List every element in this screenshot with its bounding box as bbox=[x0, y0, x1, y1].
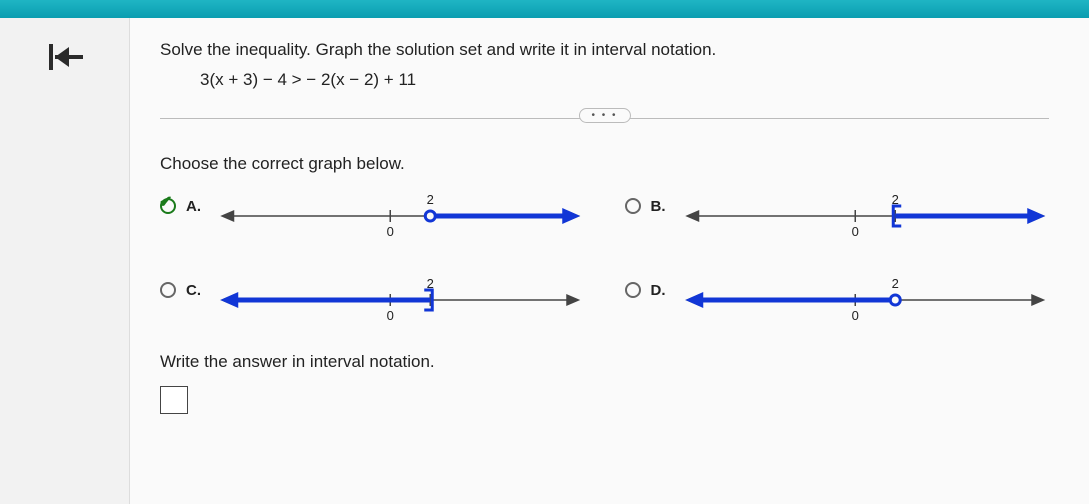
interval-answer-input[interactable] bbox=[160, 386, 188, 414]
divider-row: • • • bbox=[160, 108, 1049, 132]
option-d: D. 0 2 bbox=[625, 276, 1050, 324]
tick-2: 2 bbox=[427, 192, 434, 207]
option-d-label: D. bbox=[651, 282, 671, 299]
choose-graph-label: Choose the correct graph below. bbox=[160, 154, 1049, 174]
interval-notation-prompt: Write the answer in interval notation. bbox=[160, 352, 1049, 372]
main-area: Solve the inequality. Graph the solution… bbox=[0, 18, 1089, 504]
option-a: A. 0 2 bbox=[160, 192, 585, 240]
radio-c[interactable] bbox=[160, 282, 176, 298]
inequality-expression: 3(x + 3) − 4 > − 2(x − 2) + 11 bbox=[200, 70, 1049, 90]
expand-dots-button[interactable]: • • • bbox=[578, 108, 630, 123]
top-accent-bar bbox=[0, 0, 1089, 18]
option-b: B. 0 2 bbox=[625, 192, 1050, 240]
option-c-label: C. bbox=[186, 282, 206, 299]
radio-a[interactable] bbox=[160, 198, 176, 214]
option-a-label: A. bbox=[186, 198, 206, 215]
options-grid: A. 0 2 bbox=[160, 192, 1049, 324]
back-icon[interactable] bbox=[45, 40, 85, 80]
tick-0: 0 bbox=[851, 224, 858, 239]
numberline-a: 0 2 bbox=[216, 192, 585, 240]
tick-0: 0 bbox=[387, 224, 394, 239]
tick-2: 2 bbox=[891, 276, 898, 291]
sidebar bbox=[0, 18, 130, 504]
radio-d[interactable] bbox=[625, 282, 641, 298]
numberline-c: 0 2 bbox=[216, 276, 585, 324]
numberline-b: 0 2 bbox=[681, 192, 1050, 240]
tick-0: 0 bbox=[851, 308, 858, 323]
option-c: C. 0 2 bbox=[160, 276, 585, 324]
option-b-label: B. bbox=[651, 198, 671, 215]
content-panel: Solve the inequality. Graph the solution… bbox=[130, 18, 1089, 504]
question-title: Solve the inequality. Graph the solution… bbox=[160, 40, 1049, 60]
tick-0: 0 bbox=[387, 308, 394, 323]
radio-b[interactable] bbox=[625, 198, 641, 214]
numberline-d: 0 2 bbox=[681, 276, 1050, 324]
